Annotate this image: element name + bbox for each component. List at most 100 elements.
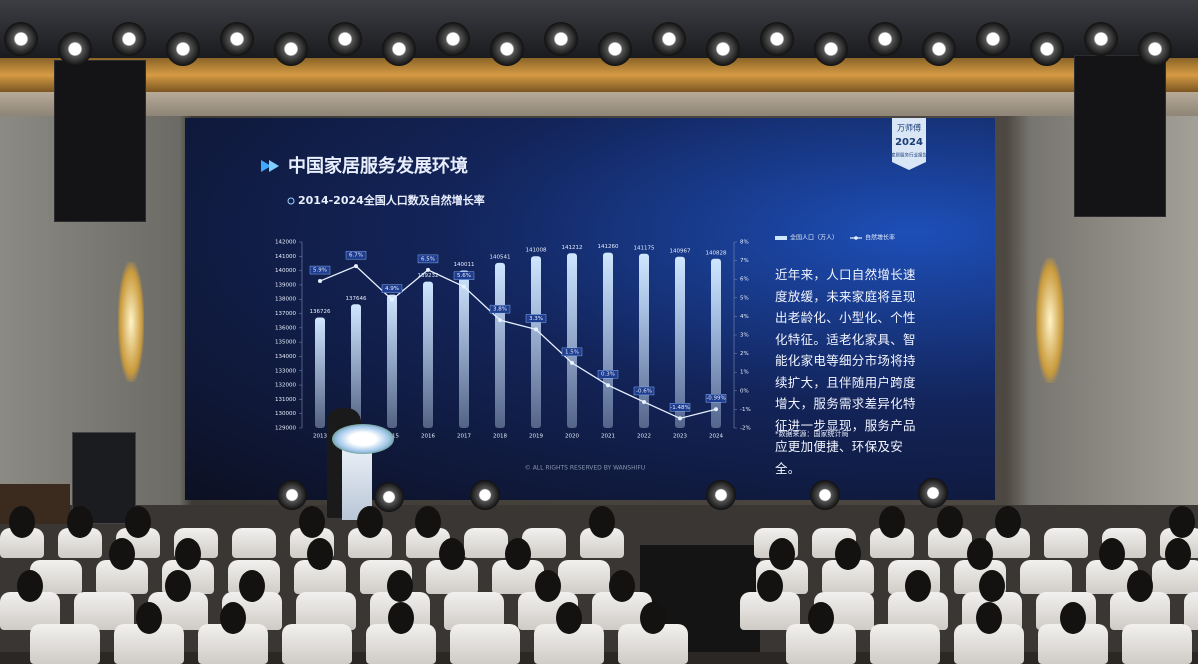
stage-light xyxy=(918,478,948,508)
rate-label-box xyxy=(417,254,439,264)
moving-head-light xyxy=(1084,22,1118,56)
title-icon xyxy=(269,160,279,172)
audience-head xyxy=(995,506,1021,538)
moving-head-light xyxy=(868,22,902,56)
audience-head xyxy=(556,602,582,634)
y-tick-label: 139000 xyxy=(275,282,296,288)
moving-head-light xyxy=(382,32,416,66)
rate-value-label: 5.9% xyxy=(313,268,327,274)
rate-value-label: 3.3% xyxy=(529,316,543,322)
audience-head xyxy=(415,506,441,538)
bar-value-label: 141008 xyxy=(526,248,547,254)
moving-head-light xyxy=(706,32,740,66)
badge-brand: 万师傅 xyxy=(897,123,921,133)
x-tick-label: 2023 xyxy=(673,434,687,440)
stage-light xyxy=(470,480,500,510)
chair xyxy=(1184,592,1198,630)
bar-value-label: 136726 xyxy=(310,309,331,315)
rate-value-label: 6.7% xyxy=(349,253,363,259)
audience-head xyxy=(165,570,191,602)
y2-tick-label: 1% xyxy=(740,370,749,376)
y-tick-label: 137000 xyxy=(275,311,296,317)
rate-point xyxy=(714,407,718,412)
bar-value-label: 140541 xyxy=(490,254,511,260)
bar xyxy=(423,281,433,428)
y2-tick-label: 2% xyxy=(740,351,749,357)
badge-subtitle: 家居服务行业报告 xyxy=(891,152,927,159)
y-tick-label: 130000 xyxy=(275,411,296,417)
y2-tick-label: 7% xyxy=(740,258,749,264)
audience-head xyxy=(9,506,35,538)
audience-head xyxy=(937,506,963,538)
bar xyxy=(531,256,541,428)
y-tick-label: 141000 xyxy=(275,254,296,260)
chair xyxy=(282,624,352,664)
audience-head xyxy=(357,506,383,538)
rate-label-box xyxy=(345,250,367,260)
audience-head xyxy=(439,538,465,570)
stage-light xyxy=(374,482,404,512)
rate-label-box xyxy=(381,284,403,293)
bar-value-label: 141260 xyxy=(598,244,619,250)
moving-head-light xyxy=(1030,32,1064,66)
rate-value-label: 1.5% xyxy=(565,349,579,355)
x-tick-label: 2017 xyxy=(457,434,471,440)
y2-tick-label: 3% xyxy=(740,333,749,339)
audience-head xyxy=(1127,570,1153,602)
bar xyxy=(567,253,577,428)
audience-head xyxy=(307,538,333,570)
bar xyxy=(711,258,721,428)
audience-head xyxy=(835,538,861,570)
chair xyxy=(296,592,356,630)
rate-label-box xyxy=(453,271,475,280)
y-tick-label: 129000 xyxy=(275,426,296,432)
audience-head xyxy=(109,538,135,570)
moving-head-light xyxy=(166,32,200,66)
y-tick-label: 135000 xyxy=(275,340,296,346)
audience-head xyxy=(388,602,414,634)
audience-head xyxy=(879,506,905,538)
y2-tick-label: -1% xyxy=(740,407,751,413)
audience-head xyxy=(175,538,201,570)
legend-swatch xyxy=(854,236,858,240)
speaker xyxy=(54,60,146,222)
rate-point xyxy=(462,284,466,289)
audience-head xyxy=(1165,538,1191,570)
rate-point xyxy=(498,318,502,323)
moving-head-light xyxy=(652,22,686,56)
audience-head xyxy=(808,602,834,634)
rate-point xyxy=(390,297,394,302)
rate-value-label: 0.3% xyxy=(601,372,615,378)
moving-head-light xyxy=(112,22,146,56)
y2-tick-label: 0% xyxy=(740,388,749,394)
y-tick-label: 131000 xyxy=(275,397,296,403)
x-tick-label: 2016 xyxy=(421,434,435,440)
bar-value-label: 141175 xyxy=(634,245,655,251)
audience-head xyxy=(239,570,265,602)
stage-light xyxy=(810,480,840,510)
y-tick-label: 138000 xyxy=(275,297,296,303)
rate-point xyxy=(426,267,430,272)
x-tick-label: 2018 xyxy=(493,434,507,440)
rate-label-box xyxy=(633,386,655,396)
chair xyxy=(1044,528,1088,558)
chair xyxy=(450,624,520,664)
source-note: *数据来源：国家统计局 xyxy=(775,429,849,438)
bar-value-label: 140011 xyxy=(454,262,475,268)
chair xyxy=(1020,560,1072,594)
rate-label-box xyxy=(597,370,619,379)
audience-head xyxy=(1060,602,1086,634)
audience-head xyxy=(1169,506,1195,538)
slide: 中国家居服务发展环境 2014-2024全国人口数及自然增长率 万师傅 2024… xyxy=(261,118,927,472)
moving-head-light xyxy=(922,32,956,66)
y-tick-label: 133000 xyxy=(275,368,296,374)
rate-value-label: 4.9% xyxy=(385,286,399,292)
rate-point xyxy=(678,416,682,421)
x-tick-label: 2013 xyxy=(313,434,327,440)
audience-head xyxy=(1099,538,1125,570)
audience-head xyxy=(17,570,43,602)
chart-title: 2014-2024全国人口数及自然增长率 xyxy=(298,193,485,207)
audience-head xyxy=(769,538,795,570)
chair xyxy=(464,528,508,558)
